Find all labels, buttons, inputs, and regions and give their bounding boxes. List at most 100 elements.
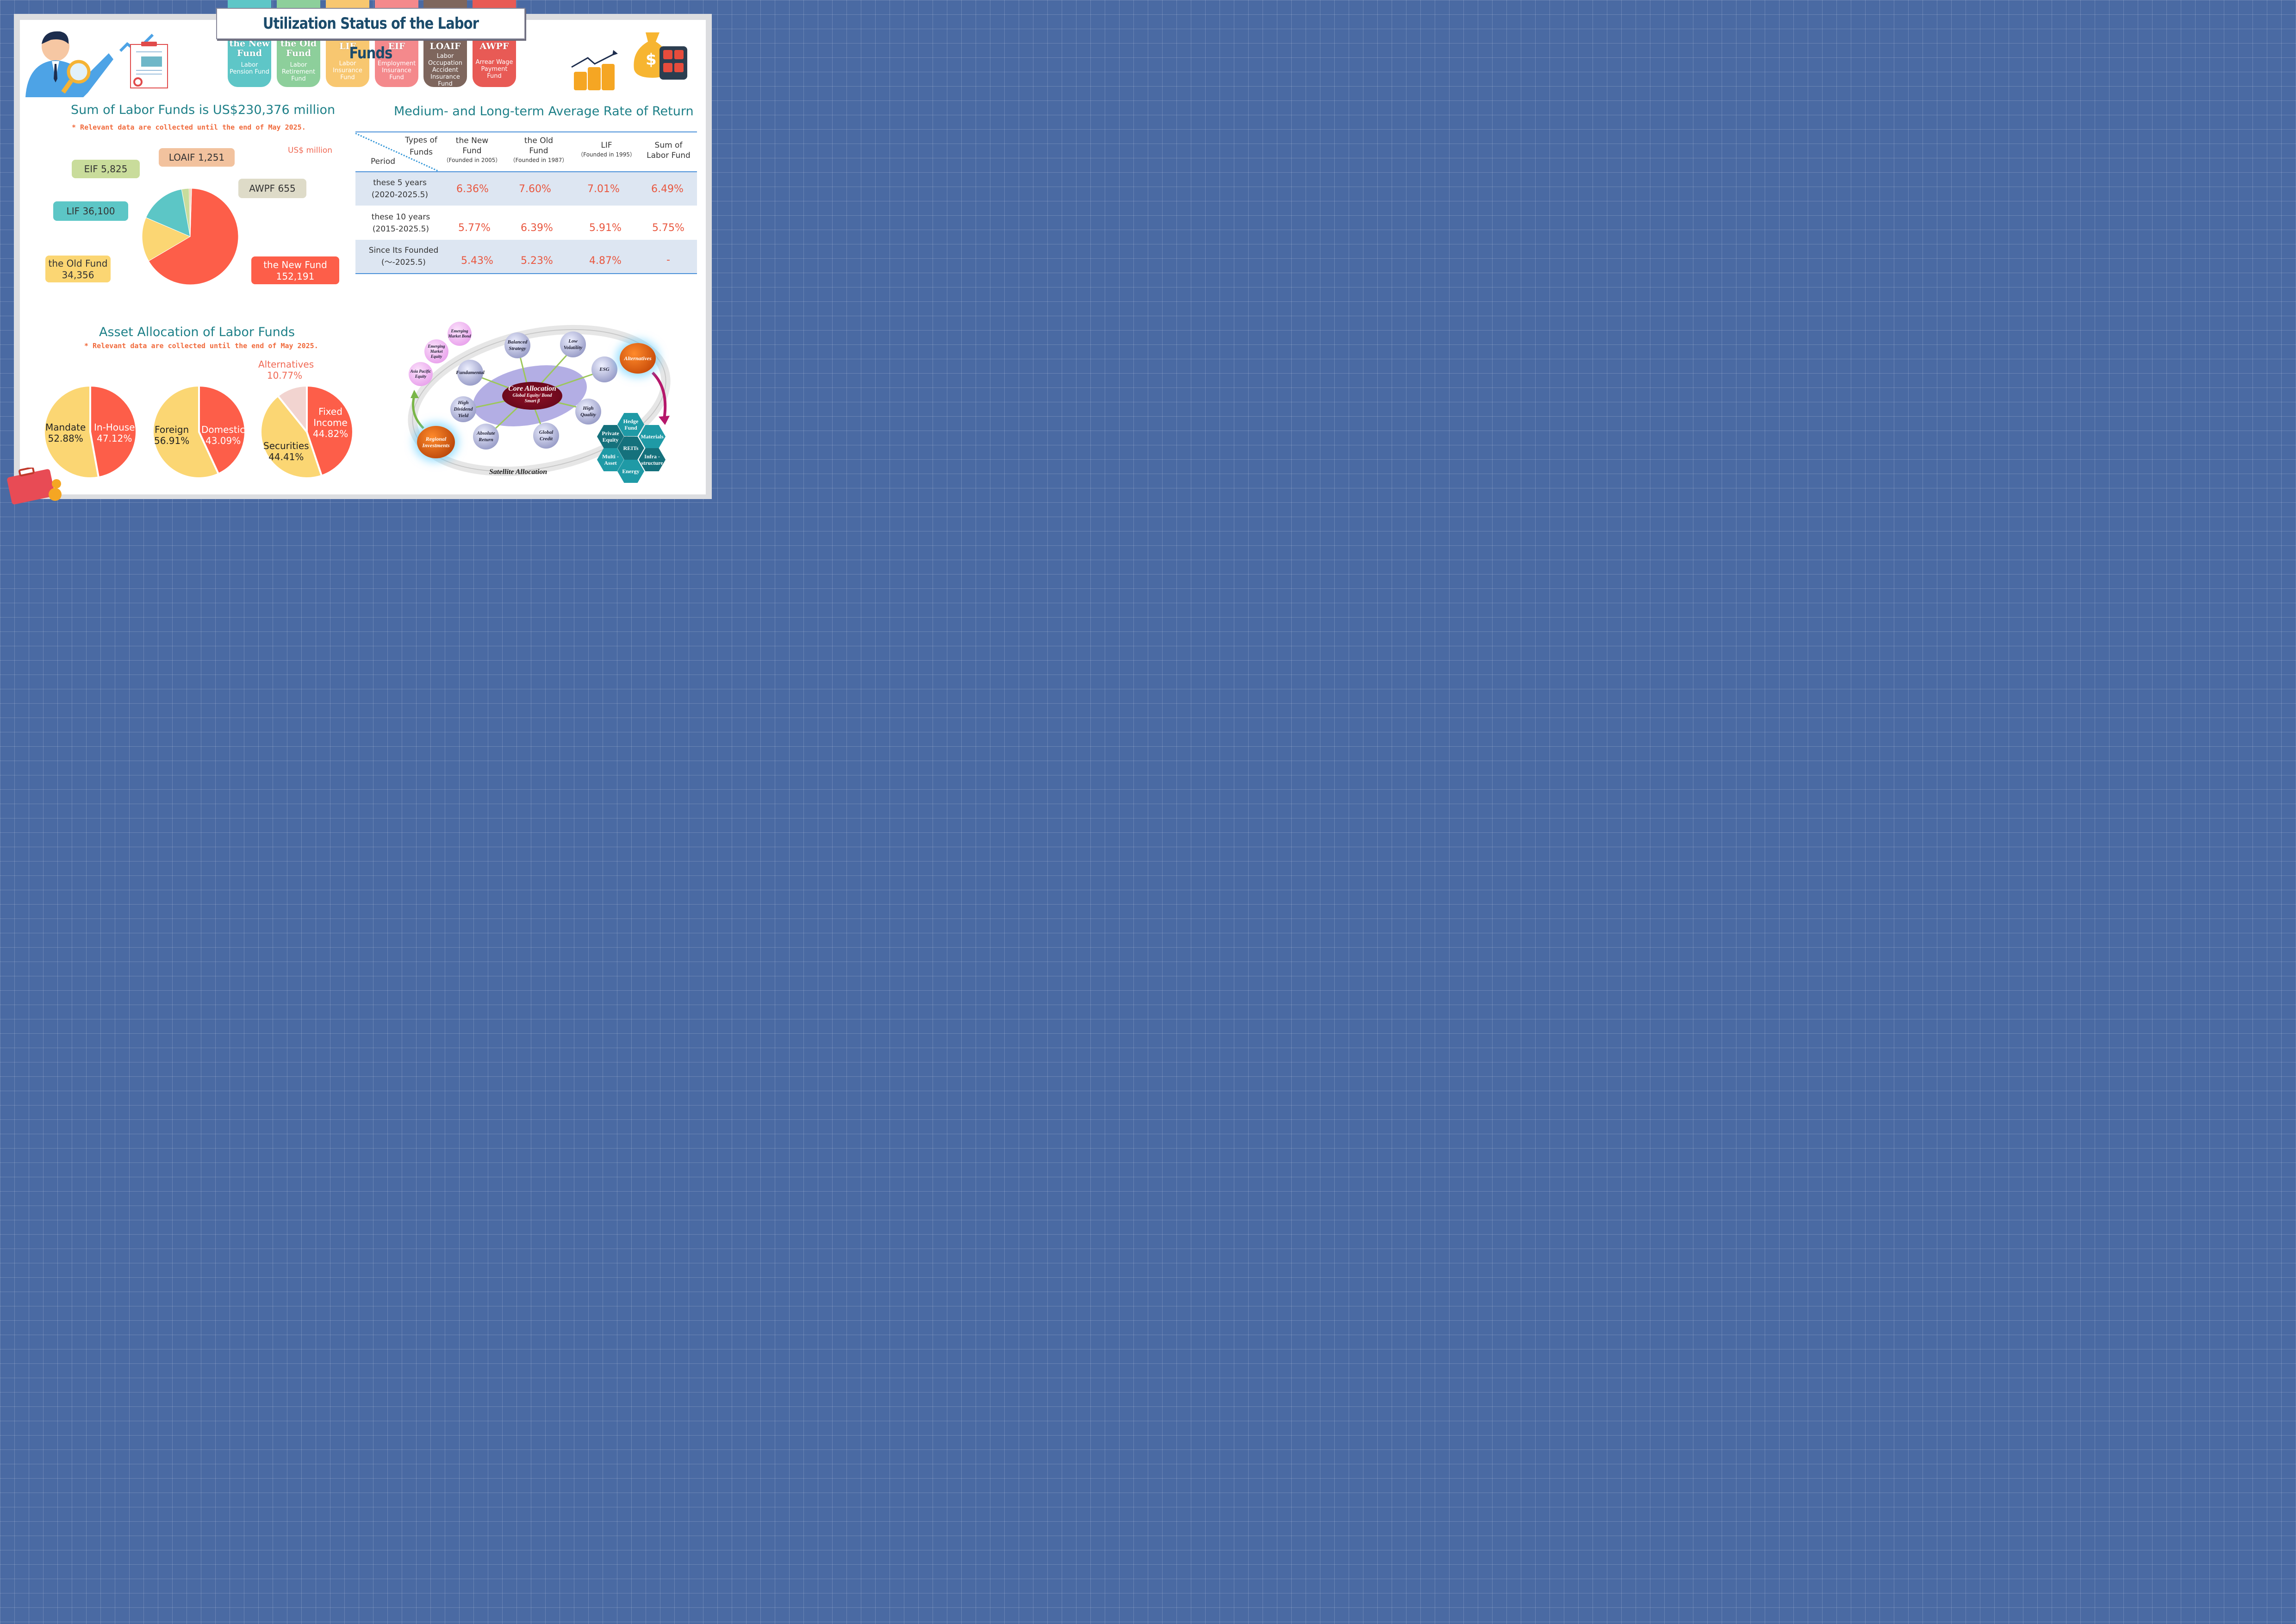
alternatives-node: Alternatives	[620, 343, 656, 374]
table-row: these 5 years (2020-2025.5) 6.36% 7.60% …	[355, 172, 697, 206]
satellite-label: Satellite Allocation	[489, 468, 548, 476]
cell-new-fund: 5.77%	[458, 222, 491, 234]
header-period: Period	[371, 157, 396, 166]
legend-old-fund-value: 34,356	[62, 269, 94, 281]
core-allocation: Core Allocation Global Equity/ Bond Smar…	[502, 382, 562, 410]
col-header-sum: Sum of Labor Fund	[640, 136, 697, 172]
row-period-label: these 5 years	[373, 178, 427, 187]
label-securities: Securities 44.41%	[263, 440, 309, 462]
legend-new-fund-name: the New Fund	[263, 259, 327, 270]
col-name: the Old Fund	[524, 136, 554, 156]
legend-old-fund: the Old Fund 34,356	[45, 256, 111, 282]
cell-new-fund: 6.36%	[456, 183, 489, 195]
core-node: Balanced Strategy	[504, 332, 530, 358]
label-mandate-value: 52.88%	[48, 433, 83, 444]
pie-slice-alternatives	[276, 384, 308, 435]
label-inhouse-name: In-House	[94, 422, 135, 433]
cell-old-fund: 5.23%	[521, 255, 553, 267]
pie-slice-the-old-fund	[142, 217, 191, 262]
core-node: Absolute Return	[473, 424, 499, 450]
legend-lif: LIF 36,100	[53, 201, 128, 221]
col-founded: （Founded in 2005）	[443, 157, 501, 163]
legend-lif-value: 36,100	[82, 206, 115, 217]
title-banner: Utilization Status of the Labor Funds	[216, 8, 525, 62]
table-row: these 10 years (2015-2025.5) 5.77% 6.39%…	[355, 206, 697, 240]
label-fixed-income-name: Fixed Income	[313, 406, 348, 428]
fund-tab-abbr: AWPF	[479, 41, 509, 51]
row-period-label: Since Its Founded	[368, 246, 439, 255]
core-node: ESG	[591, 356, 617, 382]
labor-funds-pie-chart	[142, 188, 239, 285]
legend-awpf-name: AWPF	[249, 183, 275, 194]
cell-lif: 5.91%	[589, 222, 622, 234]
pie-slice-foreign	[152, 384, 220, 479]
pie-slice-lif	[145, 189, 191, 237]
label-securities-name: Securities	[263, 440, 309, 451]
table-top-rule	[355, 131, 697, 132]
asset-class-pie	[260, 384, 354, 479]
legend-loaif-value: 1,251	[198, 152, 225, 163]
col-founded: （Founded in 1987）	[510, 157, 568, 163]
legend-eif: EIF 5,825	[72, 160, 140, 178]
unit-label: US$ million	[288, 146, 333, 155]
legend-old-fund-name: the Old Fund	[48, 258, 108, 269]
col-name: LIF	[601, 141, 612, 150]
header-diagonal	[355, 132, 439, 172]
header-types: Types of Funds	[405, 136, 437, 157]
cell-sum: 5.75%	[652, 222, 684, 234]
fund-tab-abbr: the Old Fund	[280, 38, 317, 58]
report-clipboard-icon	[119, 33, 168, 88]
sum-note: * Relevant data are collected until the …	[72, 123, 306, 131]
pie-slice-the-new-fund	[148, 188, 239, 285]
row-period-range: (～-2025.5)	[381, 258, 426, 267]
pie-slice-in-house	[89, 384, 137, 479]
toolbox-illustration	[7, 468, 62, 505]
legend-awpf-value: 655	[278, 183, 296, 194]
core-node: Fundamental	[456, 360, 485, 386]
legend-eif-name: EIF	[84, 163, 98, 175]
pie-slice-awpf	[190, 188, 192, 237]
pie-slice-securities	[260, 394, 323, 479]
col-name: Sum of Labor Fund	[647, 141, 691, 160]
businessman-icon	[25, 31, 113, 97]
allocation-heading: Asset Allocation of Labor Funds	[99, 325, 295, 339]
fund-tab-abbr: EIF	[388, 41, 405, 51]
regional-node: Emerging Market Bond	[448, 322, 472, 346]
legend-new-fund-value: 152,191	[276, 271, 315, 282]
label-domestic-name: Domestic	[201, 424, 245, 435]
fund-tab-fullname: Labor Pension Fund	[230, 62, 269, 75]
legend-lif-name: LIF	[66, 206, 80, 217]
label-foreign-name: Foreign	[155, 424, 189, 435]
fund-tab-abbr: LIF	[339, 41, 356, 51]
returns-heading: Medium- and Long-term Average Rate of Re…	[394, 104, 694, 119]
col-header-lif: LIF （Founded in 1995）	[573, 136, 640, 172]
fund-tab-fullname: Arrear Wage Payment Fund	[475, 59, 513, 80]
label-inhouse: In-House 47.12%	[94, 422, 135, 444]
pie-slice-fixed-income	[306, 384, 354, 477]
label-alternatives-value: 10.77%	[267, 370, 303, 381]
legend-awpf: AWPF 655	[238, 179, 306, 198]
regional-investments-node: Regional Investments	[417, 426, 455, 458]
cell-lif: 4.87%	[589, 255, 622, 267]
legend-eif-value: 5,825	[101, 163, 128, 175]
row-period: these 5 years (2020-2025.5)	[355, 177, 444, 201]
label-fixed-income-value: 44.82%	[313, 428, 348, 439]
calculator-icon	[660, 46, 687, 80]
fund-tab-fullname: Labor Retirement Fund	[281, 62, 316, 82]
col-header-new-fund: the New Fund （Founded in 2005）	[440, 136, 504, 172]
table-column-headers: the New Fund （Founded in 2005） the Old F…	[440, 136, 697, 172]
curved-arrow-icon	[411, 371, 670, 429]
cell-lif: 7.01%	[587, 183, 620, 195]
label-domestic-value: 43.09%	[205, 435, 241, 446]
core-node: Global Credit	[533, 423, 559, 449]
legend-loaif: LOAIF 1,251	[159, 148, 235, 167]
allocation-note: * Relevant data are collected until the …	[84, 342, 318, 350]
core-node: High Dividend Yield	[450, 396, 476, 422]
label-alternatives: Alternatives 10.77%	[258, 359, 314, 381]
label-foreign: Foreign 56.91%	[154, 424, 189, 446]
legend-loaif-name: LOAIF	[168, 152, 195, 163]
cell-old-fund: 6.39%	[521, 222, 553, 234]
svg-text:$: $	[646, 50, 657, 69]
label-securities-value: 44.41%	[268, 451, 304, 462]
regional-node: Emerging Market Equity	[424, 339, 448, 363]
